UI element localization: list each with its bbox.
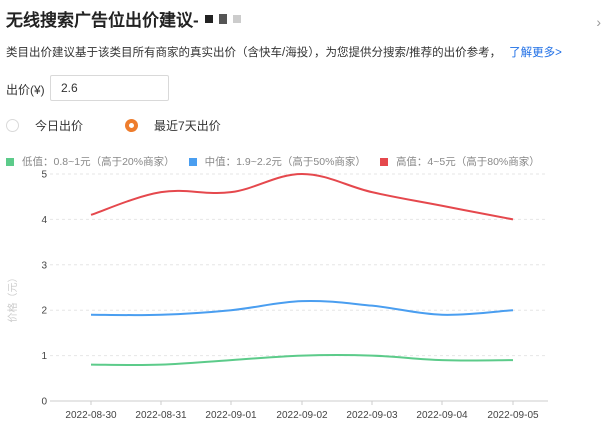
x-tick-label: 2022-09-05 [487, 410, 539, 421]
legend-item-low[interactable]: 低值：0.8~1元（高于20%商家） [6, 154, 175, 169]
x-tick-label: 2022-09-04 [416, 410, 468, 421]
series-line[interactable] [90, 172, 514, 221]
legend-label: 中值：1.9~2.2元（高于50%商家） [204, 156, 366, 168]
legend-swatch-icon [379, 157, 388, 166]
y-tick-label: 5 [41, 170, 47, 181]
redacted-text [204, 13, 241, 24]
radio-label: 今日出价 [35, 119, 84, 133]
legend-label: 低值：0.8~1元（高于20%商家） [22, 156, 175, 168]
radio-last-7-days[interactable]: 最近7天出价 [125, 117, 221, 134]
radio-button-selected[interactable] [125, 119, 139, 132]
x-tick-label: 2022-08-30 [65, 410, 117, 421]
y-tick-label: 0 [41, 397, 47, 408]
x-tick-label: 2022-09-02 [276, 410, 328, 421]
legend-label: 高值：4~5元（高于80%商家） [395, 156, 540, 168]
y-axis-title: 价格（元） [6, 273, 19, 323]
y-tick-label: 4 [41, 215, 47, 226]
radio-label: 最近7天出价 [154, 119, 221, 133]
chart-legend: 低值：0.8~1元（高于20%商家） 中值：1.9~2.2元（高于50%商家） … [6, 154, 554, 169]
x-tick-label: 2022-09-01 [205, 410, 257, 421]
series-line[interactable] [90, 299, 514, 317]
x-tick-label: 2022-09-03 [346, 410, 398, 421]
learn-more-link[interactable]: 了解更多> [509, 47, 562, 59]
description-text: 类目出价建议基于该类目所有商家的真实出价（含快车/海投），为您提供分搜索/推荐的… [6, 47, 502, 59]
bid-input[interactable] [50, 75, 169, 101]
page-title: 无线搜索广告位出价建议- [6, 6, 241, 31]
legend-item-mid[interactable]: 中值：1.9~2.2元（高于50%商家） [188, 154, 366, 169]
chevron-right-icon[interactable]: › [596, 14, 601, 30]
bid-label: 出价(¥) [6, 83, 45, 97]
radio-today[interactable]: 今日出价 [6, 117, 83, 134]
y-tick-label: 1 [41, 351, 47, 362]
description: 类目出价建议基于该类目所有商家的真实出价（含快车/海投），为您提供分搜索/推荐的… [6, 44, 562, 60]
legend-swatch-icon [188, 157, 197, 166]
legend-item-high[interactable]: 高值：4~5元（高于80%商家） [379, 154, 540, 169]
line-chart: 0 1 2 3 4 5 价格（元） 2022-08-30 2022-08-31 2022-09-0… [6, 170, 548, 421]
title-text: 无线搜索广告位出价建议- [6, 11, 199, 30]
x-tick-label: 2022-08-31 [135, 410, 187, 421]
series-line[interactable] [90, 353, 514, 367]
y-tick-label: 2 [41, 306, 47, 317]
legend-swatch-icon [6, 157, 14, 166]
period-radio-group: 今日出价 最近7天出价 [6, 117, 263, 134]
y-tick-label: 3 [41, 260, 47, 271]
radio-button[interactable] [6, 119, 19, 132]
